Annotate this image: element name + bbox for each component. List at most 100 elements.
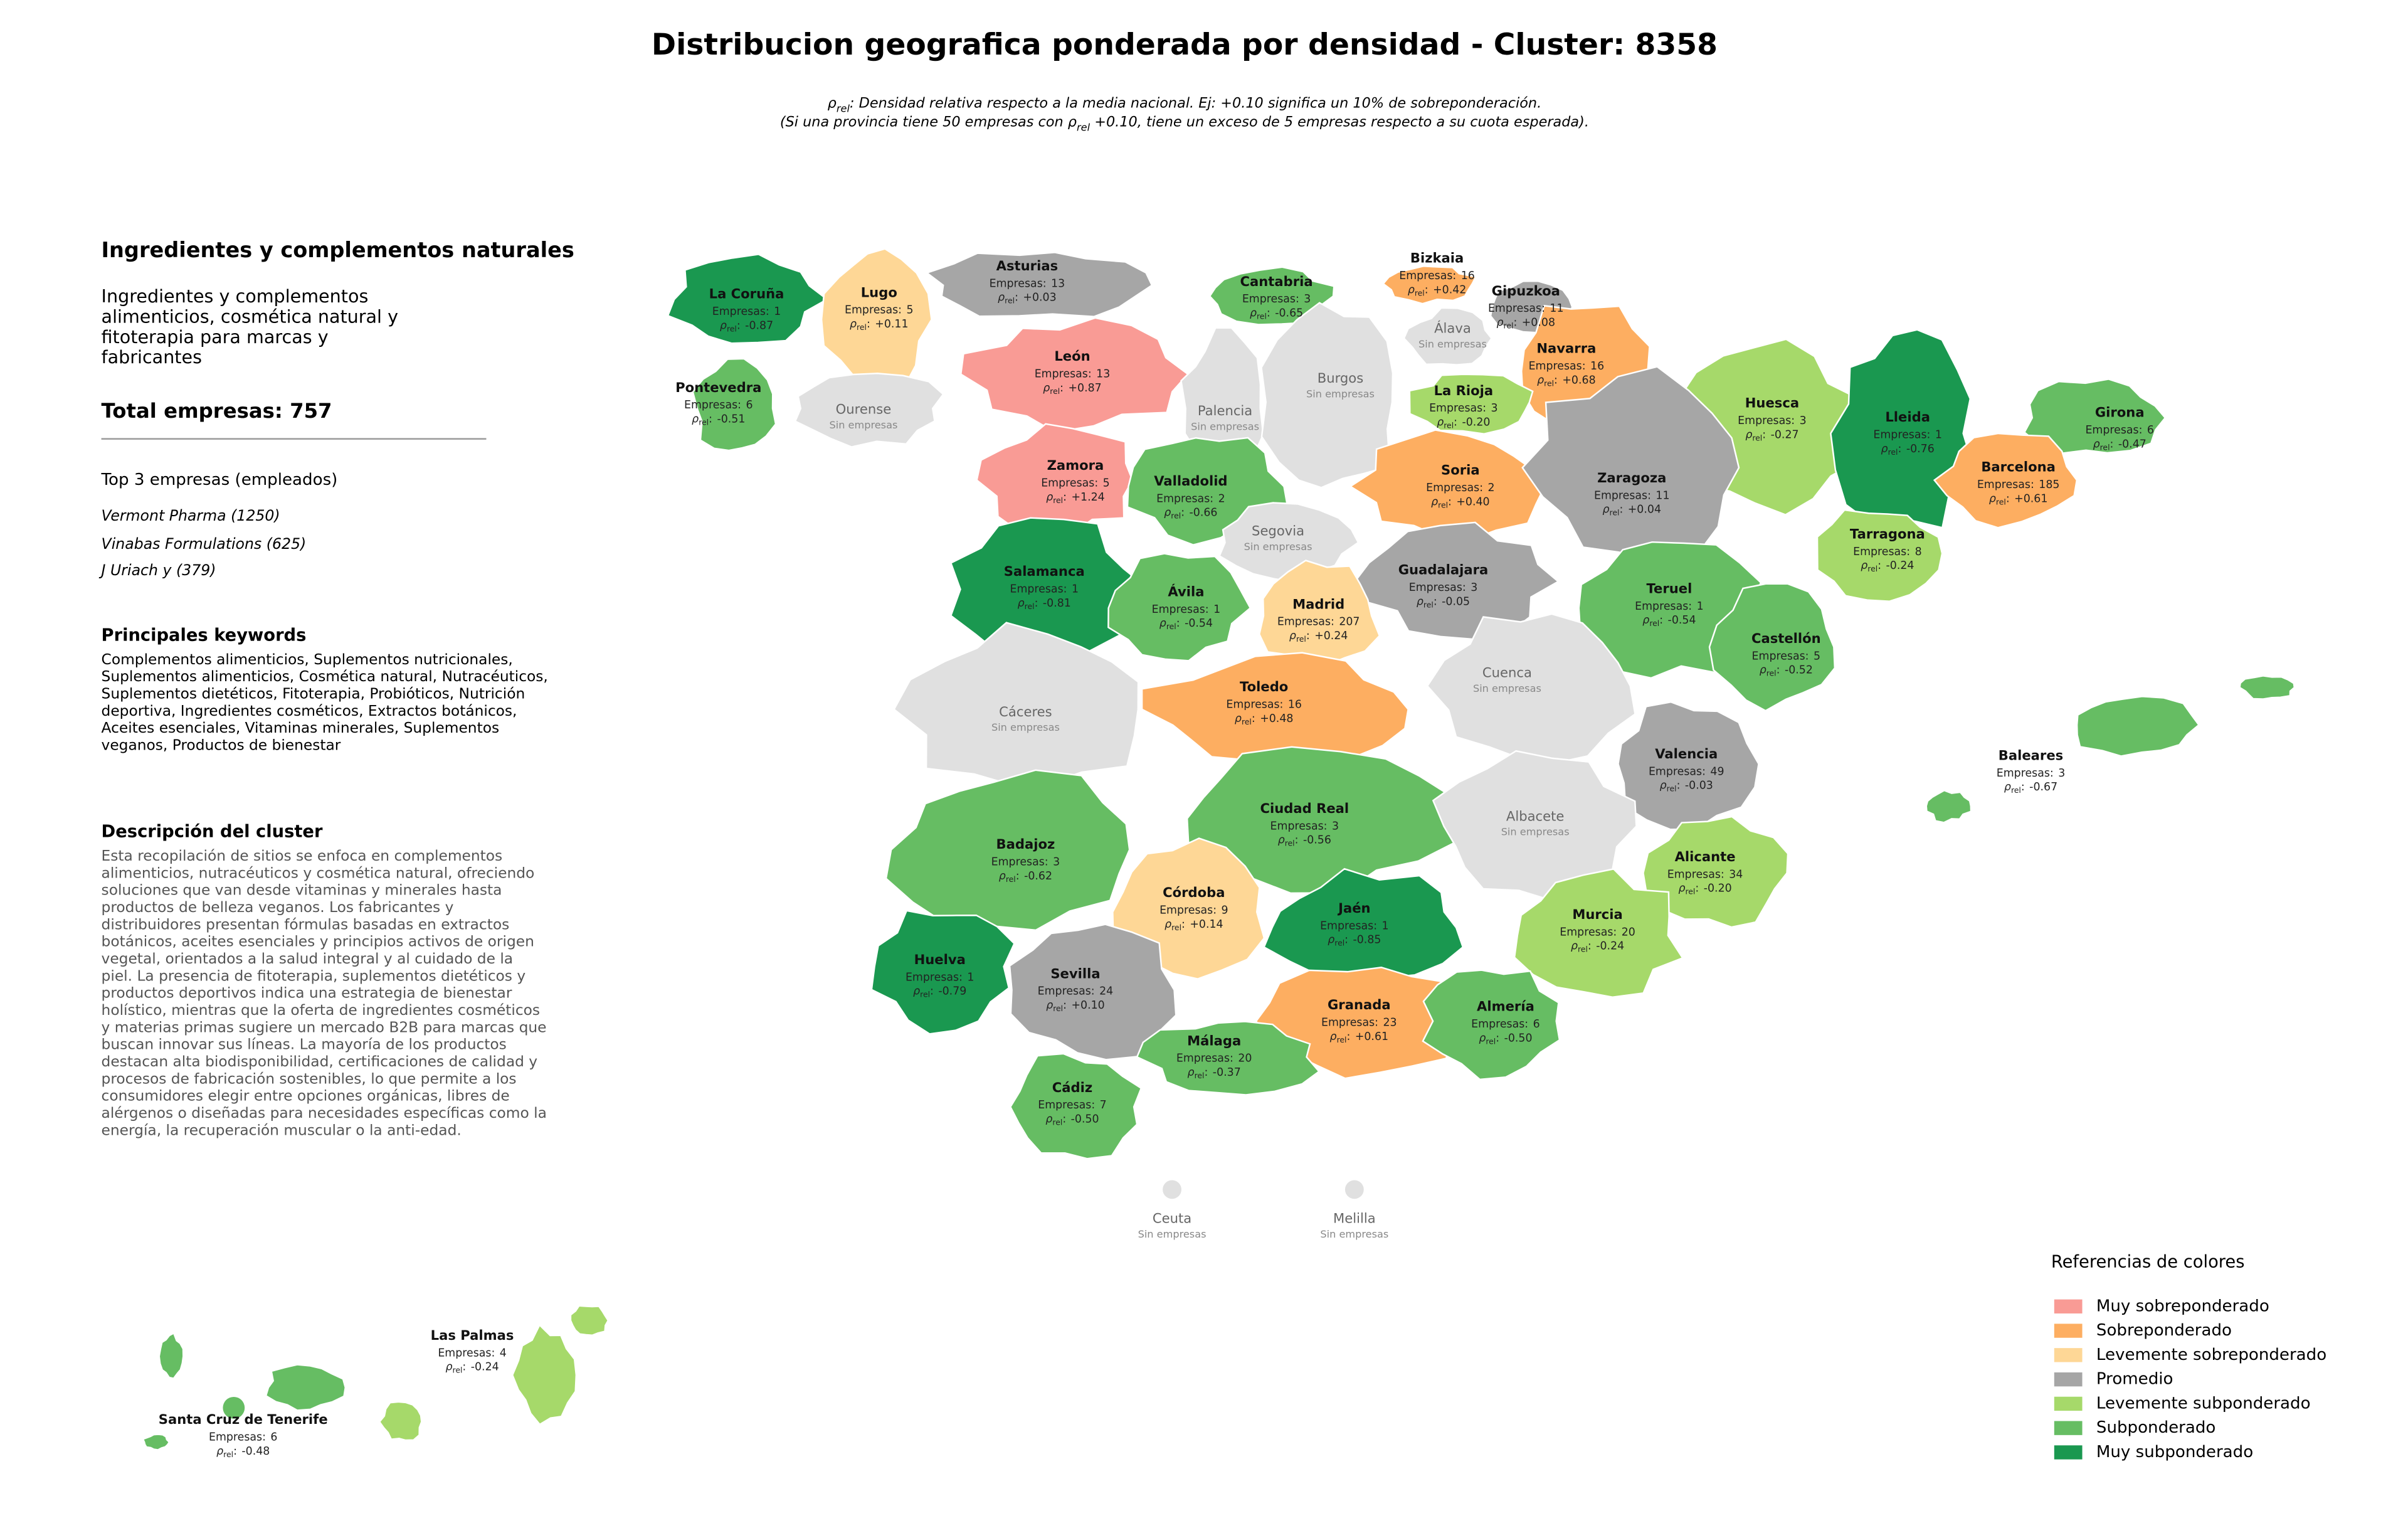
count-label: Empresas: <box>2085 424 2142 437</box>
province-rho: ρrel: +0.11 <box>850 318 909 331</box>
rho-subscript: rel <box>1053 495 1063 504</box>
province-name: Ourense <box>836 401 892 417</box>
rho-colon: : <box>1267 307 1270 320</box>
province-rho: ρrel: -0.81 <box>1018 597 1071 610</box>
rho-symbol: ρ <box>1328 934 1334 947</box>
province-shape <box>1260 302 1394 489</box>
count-value: 8 <box>1915 546 1922 558</box>
province-shape <box>1708 583 1836 712</box>
count-label: Empresas: <box>1320 920 1377 932</box>
legend-label: Sobreponderado <box>2096 1321 2232 1340</box>
province-count: Empresas: 8 <box>1853 546 1922 558</box>
province-rho: ρrel: -0.20 <box>1678 883 1731 896</box>
rho-symbol: ρ <box>2004 781 2011 793</box>
rho-value: +0.68 <box>1562 374 1595 386</box>
count-label: Empresas: <box>1038 985 1095 998</box>
rho-value: -0.50 <box>1071 1113 1099 1126</box>
rho-subscript: rel <box>727 324 737 333</box>
legend-label: Levemente subponderado <box>2096 1394 2311 1413</box>
rho-subscript: rel <box>1052 1117 1062 1127</box>
rho-subscript: rel <box>1334 938 1344 947</box>
rho-value: -0.50 <box>1504 1032 1533 1044</box>
rho-colon: : <box>1063 491 1067 504</box>
province-name: Madrid <box>1292 596 1344 612</box>
province-shape <box>1186 746 1460 894</box>
count-value: 1 <box>1697 600 1704 613</box>
rho-subscript: rel <box>699 417 709 427</box>
count-value: 5 <box>1814 650 1820 662</box>
count-value: 6 <box>270 1431 277 1444</box>
rho-symbol: ρ <box>1417 595 1423 608</box>
province-shape <box>569 1305 610 1337</box>
rho-colon: : <box>2021 781 2025 793</box>
province-rho: ρrel: -0.24 <box>445 1361 499 1374</box>
rho-symbol: ρ <box>1437 416 1444 429</box>
province-rho: ρrel: -0.66 <box>1164 507 1217 520</box>
province-shape <box>667 253 829 344</box>
count-label: Empresas: <box>1426 482 1483 494</box>
province-count: Empresas: 3 <box>1738 415 1807 427</box>
province-shape <box>893 622 1139 785</box>
panel-description: Ingredientes y complementos alimenticios… <box>101 285 399 368</box>
rho-symbol: ρ <box>1043 382 1050 395</box>
province-count: Empresas: 6 <box>684 399 753 411</box>
province-name: Sevilla <box>1050 965 1100 981</box>
province-shape <box>925 252 1153 318</box>
province-rho: ρrel: -0.47 <box>2093 438 2147 451</box>
legend-swatch <box>2054 1396 2083 1411</box>
province-count: Empresas: 2 <box>1156 492 1225 505</box>
count-value: 207 <box>1339 616 1360 629</box>
count-value: 20 <box>1622 926 1635 938</box>
province-shape <box>2239 675 2296 700</box>
province-rho: ρrel: +0.04 <box>1602 504 1661 517</box>
rho-symbol: ρ <box>720 319 727 332</box>
total-label: Total empresas: <box>101 400 283 425</box>
count-value: 3 <box>1332 820 1339 832</box>
province-shape <box>1136 1021 1321 1096</box>
rho-colon: : <box>2006 492 2010 505</box>
legend-label: Muy subponderado <box>2096 1443 2253 1462</box>
count-label: Empresas: <box>712 305 769 318</box>
count-label: Empresas: <box>990 277 1047 290</box>
count-label: Empresas: <box>1035 368 1092 381</box>
count-label: Empresas: <box>1594 489 1651 502</box>
rho-value: -0.24 <box>1886 560 1914 572</box>
rho-symbol: ρ <box>1678 883 1685 895</box>
rho-colon: : <box>1448 496 1452 508</box>
subtitle-line: (Si una provincia tiene 50 empresas con … <box>0 115 2369 134</box>
legend-label: Promedio <box>2096 1370 2173 1389</box>
count-value: 23 <box>1383 1016 1397 1029</box>
count-value: 13 <box>1096 368 1110 381</box>
province-count: Empresas: 5 <box>845 304 914 317</box>
province-count: Empresas: 1 <box>1635 600 1704 613</box>
no-data-label: Sin empresas <box>829 419 897 431</box>
province-name: Pontevedra <box>675 379 761 395</box>
count-value: 4 <box>500 1347 507 1359</box>
rho-symbol: ρ <box>2093 438 2100 450</box>
province-name: Ávila <box>1168 583 1204 599</box>
province-count: Empresas: 1 <box>1010 583 1079 595</box>
rho-subscript: rel <box>1486 1036 1496 1046</box>
rho-colon: : <box>1677 780 1681 792</box>
rho-value: -0.05 <box>1442 595 1470 608</box>
count-label: Empresas: <box>1853 546 1910 558</box>
province-name: Valladolid <box>1154 473 1227 489</box>
rho-colon: : <box>1016 870 1020 883</box>
province-count: Empresas: 207 <box>1277 616 1360 629</box>
province-shape <box>1925 789 1972 824</box>
rho-subscript: rel <box>1544 378 1554 388</box>
rho-symbol: ρ <box>1760 664 1766 677</box>
rho-symbol: ρ <box>1164 507 1171 519</box>
rho-value: -0.37 <box>1213 1066 1241 1079</box>
rho-symbol: ρ <box>216 1445 223 1458</box>
rho-colon: : <box>2110 438 2114 450</box>
count-label: Empresas: <box>1873 428 1930 441</box>
count-label: Empresas: <box>1635 600 1692 613</box>
rho-value: -0.27 <box>1771 428 1799 441</box>
divider <box>101 438 487 440</box>
legend-title: Referencias de colores <box>2051 1253 2245 1272</box>
rho-value: +0.11 <box>875 318 908 331</box>
count-value: 7 <box>1100 1099 1107 1112</box>
count-value: 5 <box>906 304 913 317</box>
province-name: Córdoba <box>1163 884 1225 900</box>
